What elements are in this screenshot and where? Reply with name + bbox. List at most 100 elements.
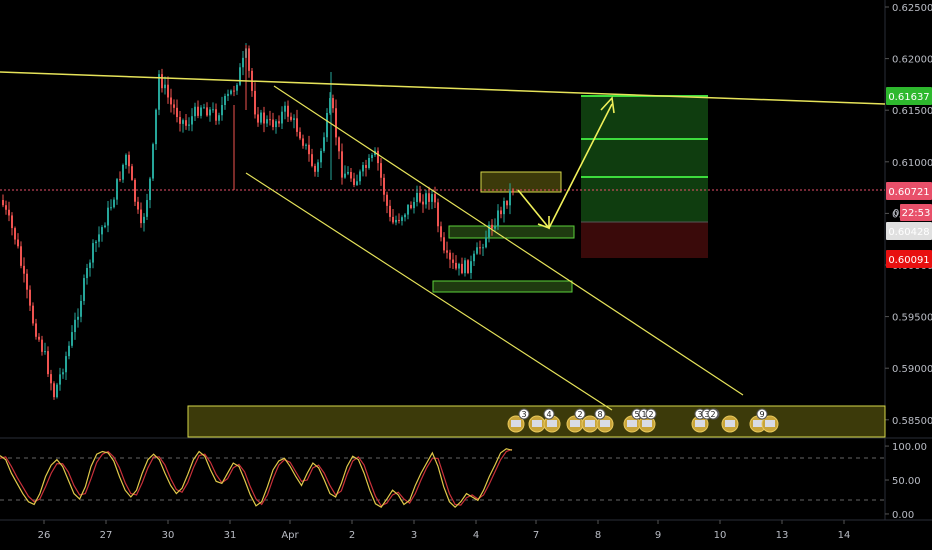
candle-body — [98, 234, 100, 242]
arrow-head-down — [537, 216, 550, 230]
time-axis[interactable]: 26 27 30 31 Apr 2 3 4 7 8 9 10 13 14 — [38, 520, 851, 541]
resistance-box[interactable] — [480, 171, 562, 193]
candle-body — [419, 192, 421, 202]
event-count-badge — [574, 408, 586, 420]
candle-body — [341, 151, 343, 178]
candle-body — [32, 305, 34, 324]
candle-body — [422, 201, 424, 205]
candle-body — [188, 124, 190, 126]
channel-lower-line[interactable] — [245, 172, 613, 411]
candle-body — [41, 339, 43, 352]
candle-body — [236, 84, 238, 91]
candle-body — [497, 210, 499, 227]
candle-body — [350, 172, 352, 179]
candle-body — [179, 117, 181, 124]
candle-body — [221, 105, 223, 116]
candle-body — [167, 84, 169, 98]
retest-box[interactable] — [448, 225, 575, 239]
time-tick-label: 4 — [473, 530, 479, 541]
candle-body — [158, 74, 160, 110]
candle-body — [194, 106, 196, 117]
candle-body — [269, 119, 271, 121]
candle-body — [437, 202, 439, 227]
candle-body — [155, 109, 157, 145]
candle-body — [2, 200, 4, 206]
candle-body — [74, 319, 76, 333]
current-price-text: 0.60721 — [888, 187, 929, 198]
candle-body — [335, 108, 337, 138]
event-count-badge — [707, 408, 719, 420]
event-count-text: 3 — [704, 410, 709, 419]
candle-body — [68, 345, 70, 357]
candle-body — [110, 207, 112, 209]
candle-body — [140, 209, 142, 224]
candle-body — [185, 120, 187, 126]
candle-body — [170, 97, 172, 105]
price-prefix-text: 0. — [893, 208, 903, 219]
candle-body — [281, 111, 283, 124]
price-tick-label: 0.58500 — [892, 416, 932, 427]
countdown-text: 22:53 — [902, 208, 931, 219]
candle-body — [314, 165, 316, 172]
candle-body — [368, 158, 370, 168]
candle-body — [218, 115, 220, 121]
time-tick-label: 31 — [224, 530, 237, 541]
economic-events-row[interactable]: 342851233329 — [507, 408, 779, 433]
candle-body — [92, 243, 94, 263]
event-count-text: 9 — [759, 410, 764, 419]
candle-body — [389, 205, 391, 217]
candle-body — [173, 104, 175, 108]
countdown-label: 22:53 — [900, 204, 932, 221]
candle-body — [287, 105, 289, 117]
candle-body — [443, 237, 445, 251]
arrow-head-up — [600, 96, 615, 114]
stop-zone[interactable] — [581, 222, 708, 258]
candle-body — [212, 109, 214, 111]
time-tick-label: 7 — [533, 530, 539, 541]
target-price-text: 0.61637 — [888, 92, 929, 103]
price-tick-label: 0.59500 — [892, 313, 932, 324]
candle-body — [446, 250, 448, 253]
candle-body — [470, 261, 472, 273]
candle-body — [353, 178, 355, 185]
flag-glyph-icon — [511, 420, 521, 427]
event-count-text: 3 — [521, 410, 526, 419]
candle-body — [137, 201, 139, 210]
candle-body — [482, 247, 484, 249]
event-count-text: 3 — [697, 410, 702, 419]
target-zone[interactable] — [581, 96, 708, 222]
candle-body — [17, 239, 19, 247]
candle-body — [77, 316, 79, 320]
candle-body — [242, 57, 244, 68]
candle-body — [398, 219, 400, 221]
flag-glyph-icon — [547, 420, 557, 427]
event-count-badge — [594, 408, 606, 420]
candle-body — [488, 224, 490, 238]
osc-tick-label: 50.00 — [892, 476, 921, 487]
upper-trendline[interactable] — [0, 71, 886, 105]
candle-body — [500, 210, 502, 215]
price-tick-label: 0.61500 — [892, 106, 932, 117]
candle-body — [38, 336, 40, 340]
candle-body — [461, 263, 463, 274]
candle-body — [302, 138, 304, 146]
candle-body — [509, 190, 511, 206]
stop-price-text: 0.60091 — [888, 255, 929, 266]
entry-price-label: 0.60428 — [886, 222, 932, 240]
candle-body — [149, 178, 151, 201]
candle-body — [215, 109, 217, 121]
channel-upper-line[interactable] — [273, 85, 744, 396]
osc-axis[interactable]: 100.00 50.00 0.00 — [885, 442, 927, 521]
candle-body — [503, 200, 505, 215]
low-box[interactable] — [432, 280, 573, 293]
candle-body — [131, 166, 133, 180]
candle-body — [227, 93, 229, 96]
candle-body — [512, 190, 514, 192]
flag-glyph-icon — [765, 420, 775, 427]
candle-body — [455, 262, 457, 269]
candle-body — [473, 253, 475, 262]
candle-body — [200, 107, 202, 116]
candle-body — [272, 119, 274, 128]
candle-body — [26, 273, 28, 290]
